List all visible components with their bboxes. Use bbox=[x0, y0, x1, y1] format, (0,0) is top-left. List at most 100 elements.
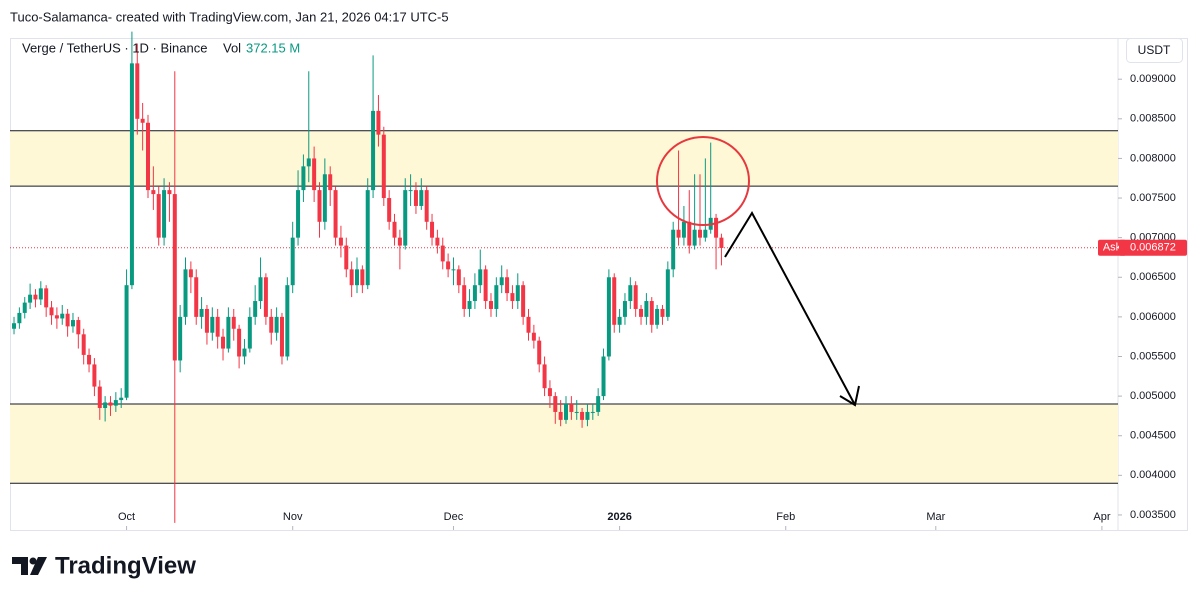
candle-body bbox=[526, 316, 531, 333]
candle-body bbox=[612, 277, 617, 325]
candle-body bbox=[54, 315, 59, 319]
candle-body bbox=[515, 285, 520, 302]
candle-body bbox=[446, 261, 451, 270]
candle-body bbox=[65, 313, 70, 327]
candle-body bbox=[655, 308, 660, 325]
candle-body bbox=[253, 301, 258, 317]
candle-body bbox=[365, 190, 370, 286]
y-tick-label: 0.004500 bbox=[1130, 430, 1176, 442]
candle-body bbox=[301, 166, 306, 191]
candle-body bbox=[440, 245, 445, 262]
candle-body bbox=[312, 158, 317, 191]
candle-body bbox=[279, 316, 284, 357]
candle-body bbox=[178, 316, 183, 361]
candle-body bbox=[430, 221, 435, 238]
candle-body bbox=[488, 301, 493, 309]
logo-icon bbox=[30, 557, 47, 575]
candle-body bbox=[419, 190, 424, 206]
zone bbox=[10, 130, 1118, 187]
candle-body bbox=[681, 221, 686, 238]
candle-body bbox=[242, 348, 247, 357]
candle-body bbox=[676, 229, 681, 238]
x-tick-label: Nov bbox=[283, 511, 303, 523]
candle-body bbox=[483, 269, 488, 302]
candle-body bbox=[714, 217, 719, 238]
candle-body bbox=[145, 122, 150, 191]
candle-body bbox=[649, 301, 654, 325]
candle-body bbox=[413, 190, 418, 206]
arrow-head bbox=[839, 385, 860, 407]
candle-body bbox=[199, 308, 204, 317]
candle-body bbox=[113, 400, 118, 406]
candle-body bbox=[376, 110, 381, 135]
candle-body bbox=[258, 277, 263, 302]
ask-price: 0.006872 bbox=[1130, 242, 1176, 254]
candle-body bbox=[204, 308, 209, 333]
candle-body bbox=[408, 190, 413, 192]
candle-body bbox=[537, 340, 542, 365]
currency-label[interactable]: USDT bbox=[1138, 43, 1171, 57]
symbol-title: Verge / TetherUS · 1D · Binance bbox=[22, 40, 207, 55]
ask-price-badge bbox=[1119, 239, 1187, 256]
candle-body bbox=[172, 194, 177, 361]
candle-body bbox=[617, 316, 622, 325]
y-tick-label: 0.009000 bbox=[1130, 73, 1176, 85]
candle-body bbox=[633, 285, 638, 309]
candle-body bbox=[108, 402, 113, 406]
candle-body bbox=[285, 285, 290, 357]
candle-body bbox=[156, 194, 161, 238]
candle-body bbox=[397, 237, 402, 246]
candle-body bbox=[135, 63, 140, 119]
candle-body bbox=[296, 190, 301, 238]
candle-body bbox=[76, 320, 81, 335]
y-tick-label: 0.006000 bbox=[1130, 311, 1176, 323]
candle-body bbox=[17, 312, 22, 324]
candle-body bbox=[194, 277, 199, 317]
candle-body bbox=[70, 320, 75, 327]
x-tick-label: Dec bbox=[444, 511, 464, 523]
candle-body bbox=[221, 336, 226, 349]
y-tick-label: 0.004000 bbox=[1130, 469, 1176, 481]
volume-label: Vol bbox=[223, 40, 241, 55]
candle-body bbox=[665, 269, 670, 317]
candle-body bbox=[392, 221, 397, 238]
candle-body bbox=[49, 307, 54, 316]
logo-icon bbox=[29, 557, 37, 565]
candle-body bbox=[215, 316, 220, 337]
candle-body bbox=[644, 301, 649, 317]
candle-body bbox=[671, 229, 676, 270]
candle-body bbox=[719, 237, 724, 248]
candle-body bbox=[269, 316, 274, 333]
candle-body bbox=[628, 285, 633, 302]
candle-body bbox=[333, 190, 338, 238]
candle-body bbox=[188, 269, 193, 278]
candle-body bbox=[381, 134, 386, 199]
candle-body bbox=[12, 323, 17, 329]
candle-body bbox=[494, 285, 499, 309]
x-tick-label: Feb bbox=[776, 511, 795, 523]
candle-body bbox=[124, 285, 129, 398]
candle-body bbox=[451, 269, 456, 271]
tradingview-logo: TradingView bbox=[12, 552, 196, 579]
candle-body bbox=[697, 229, 702, 238]
candle-body bbox=[424, 190, 429, 222]
candle-body bbox=[338, 237, 343, 246]
candle-body bbox=[81, 334, 86, 355]
candle-body bbox=[317, 190, 322, 222]
candle-body bbox=[162, 190, 167, 238]
candle-body bbox=[703, 229, 708, 238]
candle-body bbox=[226, 316, 231, 349]
candle-body bbox=[478, 269, 483, 286]
candle-body bbox=[580, 411, 585, 420]
highlight-circle bbox=[656, 136, 750, 226]
candle-body bbox=[505, 277, 510, 294]
currency-button[interactable] bbox=[1126, 38, 1183, 63]
candle-body bbox=[601, 356, 606, 397]
candle-body bbox=[33, 294, 38, 300]
candle-body bbox=[87, 354, 92, 365]
candle-body bbox=[467, 301, 472, 309]
candle-body bbox=[167, 190, 172, 195]
candle-body bbox=[499, 277, 504, 286]
y-tick-label: 0.003500 bbox=[1130, 509, 1176, 521]
plot: 0.003500 0.004000 0.004500 0.005000 0.005500… bbox=[10, 31, 1187, 530]
